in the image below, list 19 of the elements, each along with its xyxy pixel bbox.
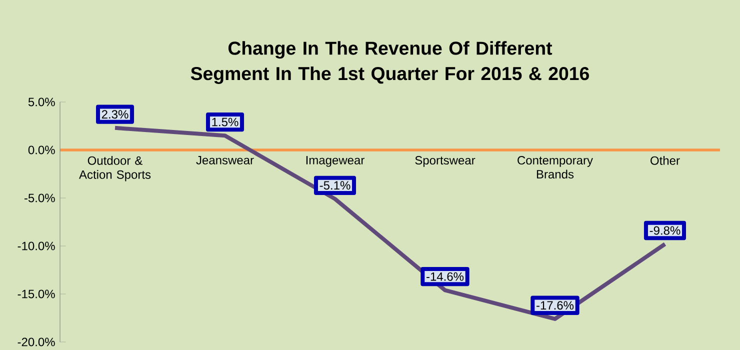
- x-tick-label: Imagewear: [306, 156, 364, 167]
- data-label: -9.8%: [650, 226, 680, 235]
- y-tick-label: 5.0%: [28, 98, 55, 106]
- y-tick-label: -15.0%: [18, 290, 55, 298]
- y-tick-label: -5.0%: [24, 194, 55, 202]
- data-label: 1.5%: [212, 118, 238, 126]
- y-tick-label: 0.0%: [28, 146, 55, 154]
- data-label: -17.6%: [536, 301, 574, 310]
- chart-title: Change In The Revenue Of Different Segment In The 1st Quarter For 2015 & 2016: [190, 41, 589, 84]
- x-tick-label: Outdoor & Action Sports: [79, 156, 151, 182]
- x-tick-label: Other: [650, 156, 680, 165]
- x-tick-label: Sportswear: [415, 156, 476, 167]
- x-tick-label: Contemporary Brands: [518, 156, 593, 179]
- y-tick-label: -20.0%: [18, 338, 55, 346]
- data-label: 2.3%: [102, 110, 128, 119]
- y-tick-label: -10.0%: [18, 242, 55, 250]
- data-label: -14.6%: [426, 272, 464, 281]
- data-label: -5.1%: [320, 181, 350, 190]
- x-tick-label: Jeanswear: [196, 156, 254, 164]
